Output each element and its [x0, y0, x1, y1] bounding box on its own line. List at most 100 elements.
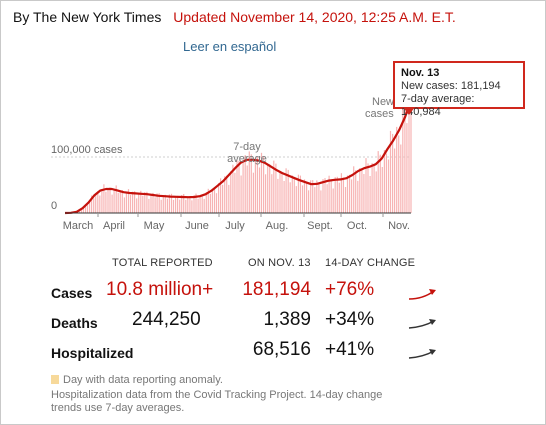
- daily-bar: [408, 92, 410, 213]
- daily-bar: [375, 171, 377, 213]
- daily-bar: [215, 193, 218, 213]
- daily-bar: [230, 171, 232, 213]
- daily-bar: [127, 189, 130, 213]
- daily-bar: [271, 174, 273, 213]
- daily-bar: [387, 159, 390, 213]
- daily-bar: [115, 185, 117, 213]
- daily-bar: [287, 169, 289, 213]
- spanish-link[interactable]: Leer en español: [183, 39, 277, 54]
- daily-bar: [332, 188, 334, 213]
- x-tick-label: July: [225, 220, 245, 232]
- daily-bar: [89, 200, 91, 213]
- daily-bar: [101, 189, 103, 213]
- daily-bar: [84, 204, 87, 213]
- daily-bar: [99, 195, 101, 213]
- daily-bar: [187, 197, 189, 213]
- cases-change: +76%: [325, 279, 375, 300]
- daily-bar: [222, 184, 224, 213]
- daily-bar: [392, 133, 394, 213]
- daily-bar: [342, 177, 344, 213]
- daily-bar: [144, 192, 146, 213]
- daily-bar: [381, 167, 383, 213]
- daily-bar: [301, 185, 304, 213]
- daily-bar: [367, 163, 369, 213]
- daily-bar: [344, 187, 347, 213]
- daily-bar: [107, 188, 109, 213]
- header-change: 14-DAY CHANGE: [325, 257, 416, 269]
- daily-bar: [371, 163, 373, 213]
- daily-bar: [267, 163, 269, 213]
- tooltip-new-cases: New cases: 181,194: [401, 80, 501, 92]
- daily-bar: [254, 159, 256, 213]
- daily-bar: [119, 190, 121, 213]
- anomaly-legend: Day with data reporting anomaly.: [51, 374, 223, 386]
- daily-bar: [355, 170, 357, 213]
- daily-bar: [338, 182, 340, 213]
- tooltip-pointer: [403, 107, 415, 115]
- daily-bar: [279, 170, 281, 213]
- x-axis: March April May June July Aug. Sept. Oct. Nov.: [63, 213, 410, 232]
- daily-bar: [193, 195, 195, 213]
- daily-bar: [398, 135, 400, 213]
- daily-bar: [164, 194, 166, 213]
- daily-bars: [66, 68, 412, 213]
- new-cases-annotation-line1: New: [372, 96, 394, 108]
- daily-bar: [314, 187, 316, 213]
- daily-bar: [172, 199, 175, 213]
- daily-bar: [402, 105, 404, 213]
- cases-total: 10.8 million+: [106, 279, 214, 300]
- daily-bar: [97, 191, 99, 213]
- x-tick-label: June: [185, 220, 209, 232]
- byline-author: By The New York Times: [13, 9, 162, 25]
- y-tick-100k: 100,000 cases: [51, 144, 123, 156]
- daily-bar: [113, 189, 115, 213]
- daily-bar: [236, 160, 238, 213]
- daily-bar: [250, 154, 252, 213]
- row-label-cases: Cases: [51, 285, 93, 301]
- daily-bar: [132, 191, 134, 213]
- daily-bar: [125, 192, 127, 213]
- cases-chart[interactable]: 100,000 cases 0 March April May June July Aug…: [1, 1, 546, 251]
- daily-bar: [166, 198, 168, 213]
- daily-bar: [336, 176, 338, 213]
- daily-bar: [105, 191, 107, 213]
- daily-bar: [142, 195, 144, 213]
- daily-bar: [312, 180, 314, 213]
- row-hospitalized: Hospitalized 68,516 +41%: [1, 337, 546, 367]
- daily-bar: [252, 172, 254, 213]
- cases-trend-arrow-icon: [408, 289, 436, 300]
- daily-bar: [256, 156, 258, 213]
- daily-bar: [146, 191, 148, 213]
- daily-bar: [383, 150, 385, 213]
- daily-bar: [91, 195, 93, 213]
- daily-bar: [191, 200, 193, 213]
- avg-annotation-line2: average: [227, 153, 267, 165]
- daily-bar: [394, 148, 396, 213]
- daily-bar: [269, 164, 271, 213]
- daily-bar: [244, 155, 246, 213]
- daily-bar: [181, 195, 183, 213]
- daily-bar: [260, 152, 263, 213]
- daily-bar: [369, 176, 371, 213]
- daily-bar: [154, 197, 156, 213]
- daily-bar: [140, 190, 142, 213]
- updated-timestamp: Updated November 14, 2020, 12:25 A.M. E.…: [173, 9, 456, 25]
- daily-bar: [183, 194, 185, 213]
- daily-bar: [189, 196, 191, 213]
- daily-bar: [238, 160, 240, 213]
- daily-bar: [162, 196, 164, 213]
- daily-bar: [226, 175, 228, 213]
- daily-bar: [103, 184, 105, 213]
- daily-bar: [377, 151, 379, 213]
- byline: By The New York Times Updated November 1…: [13, 9, 456, 25]
- daily-bar: [291, 175, 293, 213]
- daily-bar: [357, 180, 359, 213]
- deaths-trend-arrow-icon: [408, 319, 436, 329]
- daily-bar: [242, 160, 244, 213]
- daily-bar: [136, 198, 138, 213]
- daily-bar: [297, 174, 299, 213]
- daily-bar: [346, 175, 349, 213]
- daily-bar: [170, 193, 173, 213]
- deaths-on-day: 1,389: [263, 309, 311, 330]
